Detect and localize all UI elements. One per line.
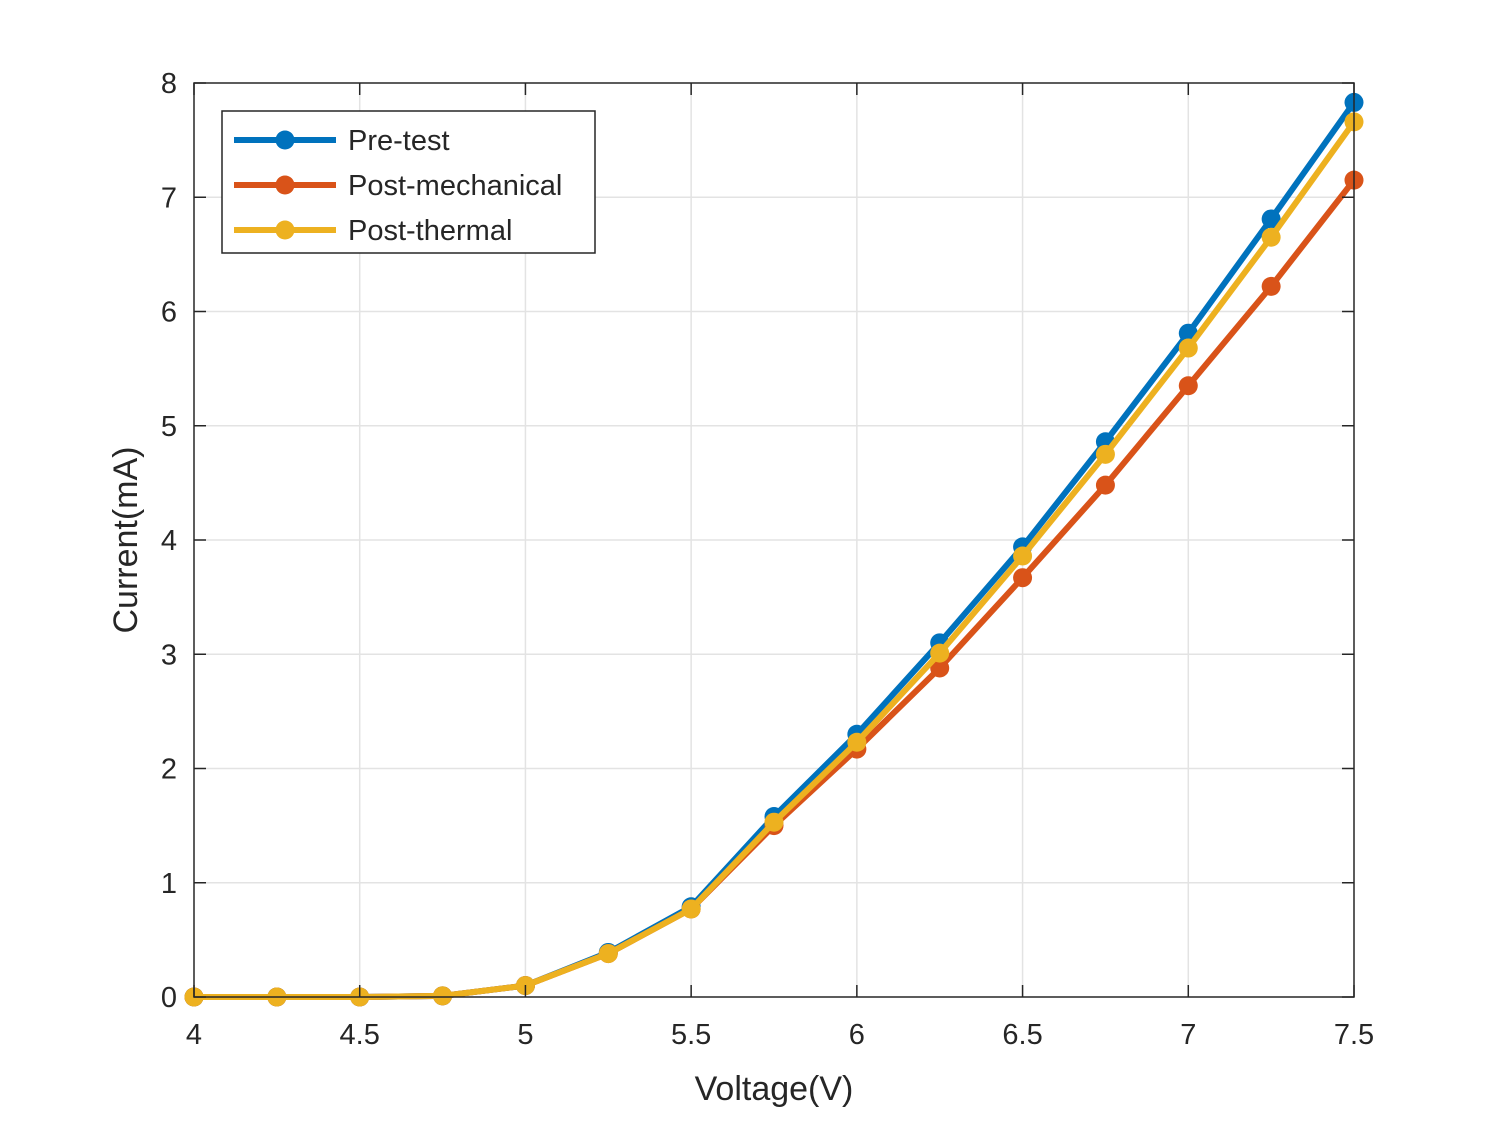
data-point xyxy=(1261,209,1281,229)
y-tick-label: 3 xyxy=(161,639,177,671)
x-tick-label: 6 xyxy=(849,1019,865,1051)
data-point xyxy=(433,986,453,1006)
y-tick-label: 7 xyxy=(161,182,177,214)
y-tick-label: 5 xyxy=(161,411,177,443)
data-point xyxy=(1178,338,1198,358)
data-point xyxy=(598,944,618,964)
x-tick-label: 7.5 xyxy=(1334,1019,1374,1051)
legend-swatch-marker xyxy=(275,220,295,240)
legend-label: Post-thermal xyxy=(348,215,512,247)
y-tick-label: 8 xyxy=(161,68,177,100)
data-point xyxy=(1013,546,1033,566)
data-point xyxy=(681,899,701,919)
y-tick-label: 6 xyxy=(161,297,177,329)
data-point xyxy=(1261,227,1281,247)
grid-lines xyxy=(194,83,1354,997)
x-tick-label: 4.5 xyxy=(340,1019,380,1051)
legend-swatch-marker xyxy=(275,130,295,150)
x-axis-title: Voltage(V) xyxy=(695,1070,854,1108)
legend-entry: Post-thermal xyxy=(234,215,512,247)
data-point xyxy=(1261,276,1281,296)
y-tick-label: 1 xyxy=(161,868,177,900)
data-point xyxy=(930,658,950,678)
legend-entry: Post-mechanical xyxy=(234,170,562,202)
x-tick-label: 7 xyxy=(1180,1019,1196,1051)
legend-label: Pre-test xyxy=(348,125,450,157)
data-point xyxy=(1095,475,1115,495)
data-point xyxy=(1013,568,1033,588)
legend-entry: Pre-test xyxy=(234,125,450,157)
legend-label: Post-mechanical xyxy=(348,170,562,202)
data-point xyxy=(764,812,784,832)
legend-swatch-marker xyxy=(275,175,295,195)
x-tick-label: 4 xyxy=(186,1019,202,1051)
data-point xyxy=(930,643,950,663)
y-tick-label: 0 xyxy=(161,982,177,1014)
x-tick-label: 5 xyxy=(517,1019,533,1051)
y-axis-title: Current(mA) xyxy=(107,446,145,633)
data-point xyxy=(1178,376,1198,396)
legend: Pre-test Post-mechanical Post-thermal xyxy=(221,110,596,254)
y-tick-label: 2 xyxy=(161,754,177,786)
data-point xyxy=(1095,444,1115,464)
x-tick-label: 5.5 xyxy=(671,1019,711,1051)
y-tick-label: 4 xyxy=(161,525,177,557)
axes: 4 4.5 5 5.5 6 6.5 7 7.5 0 1 2 3 4 5 6 7 8 Voltage(V) Curre… xyxy=(107,68,1374,1108)
x-tick-label: 6.5 xyxy=(1002,1019,1042,1051)
data-point xyxy=(847,732,867,752)
